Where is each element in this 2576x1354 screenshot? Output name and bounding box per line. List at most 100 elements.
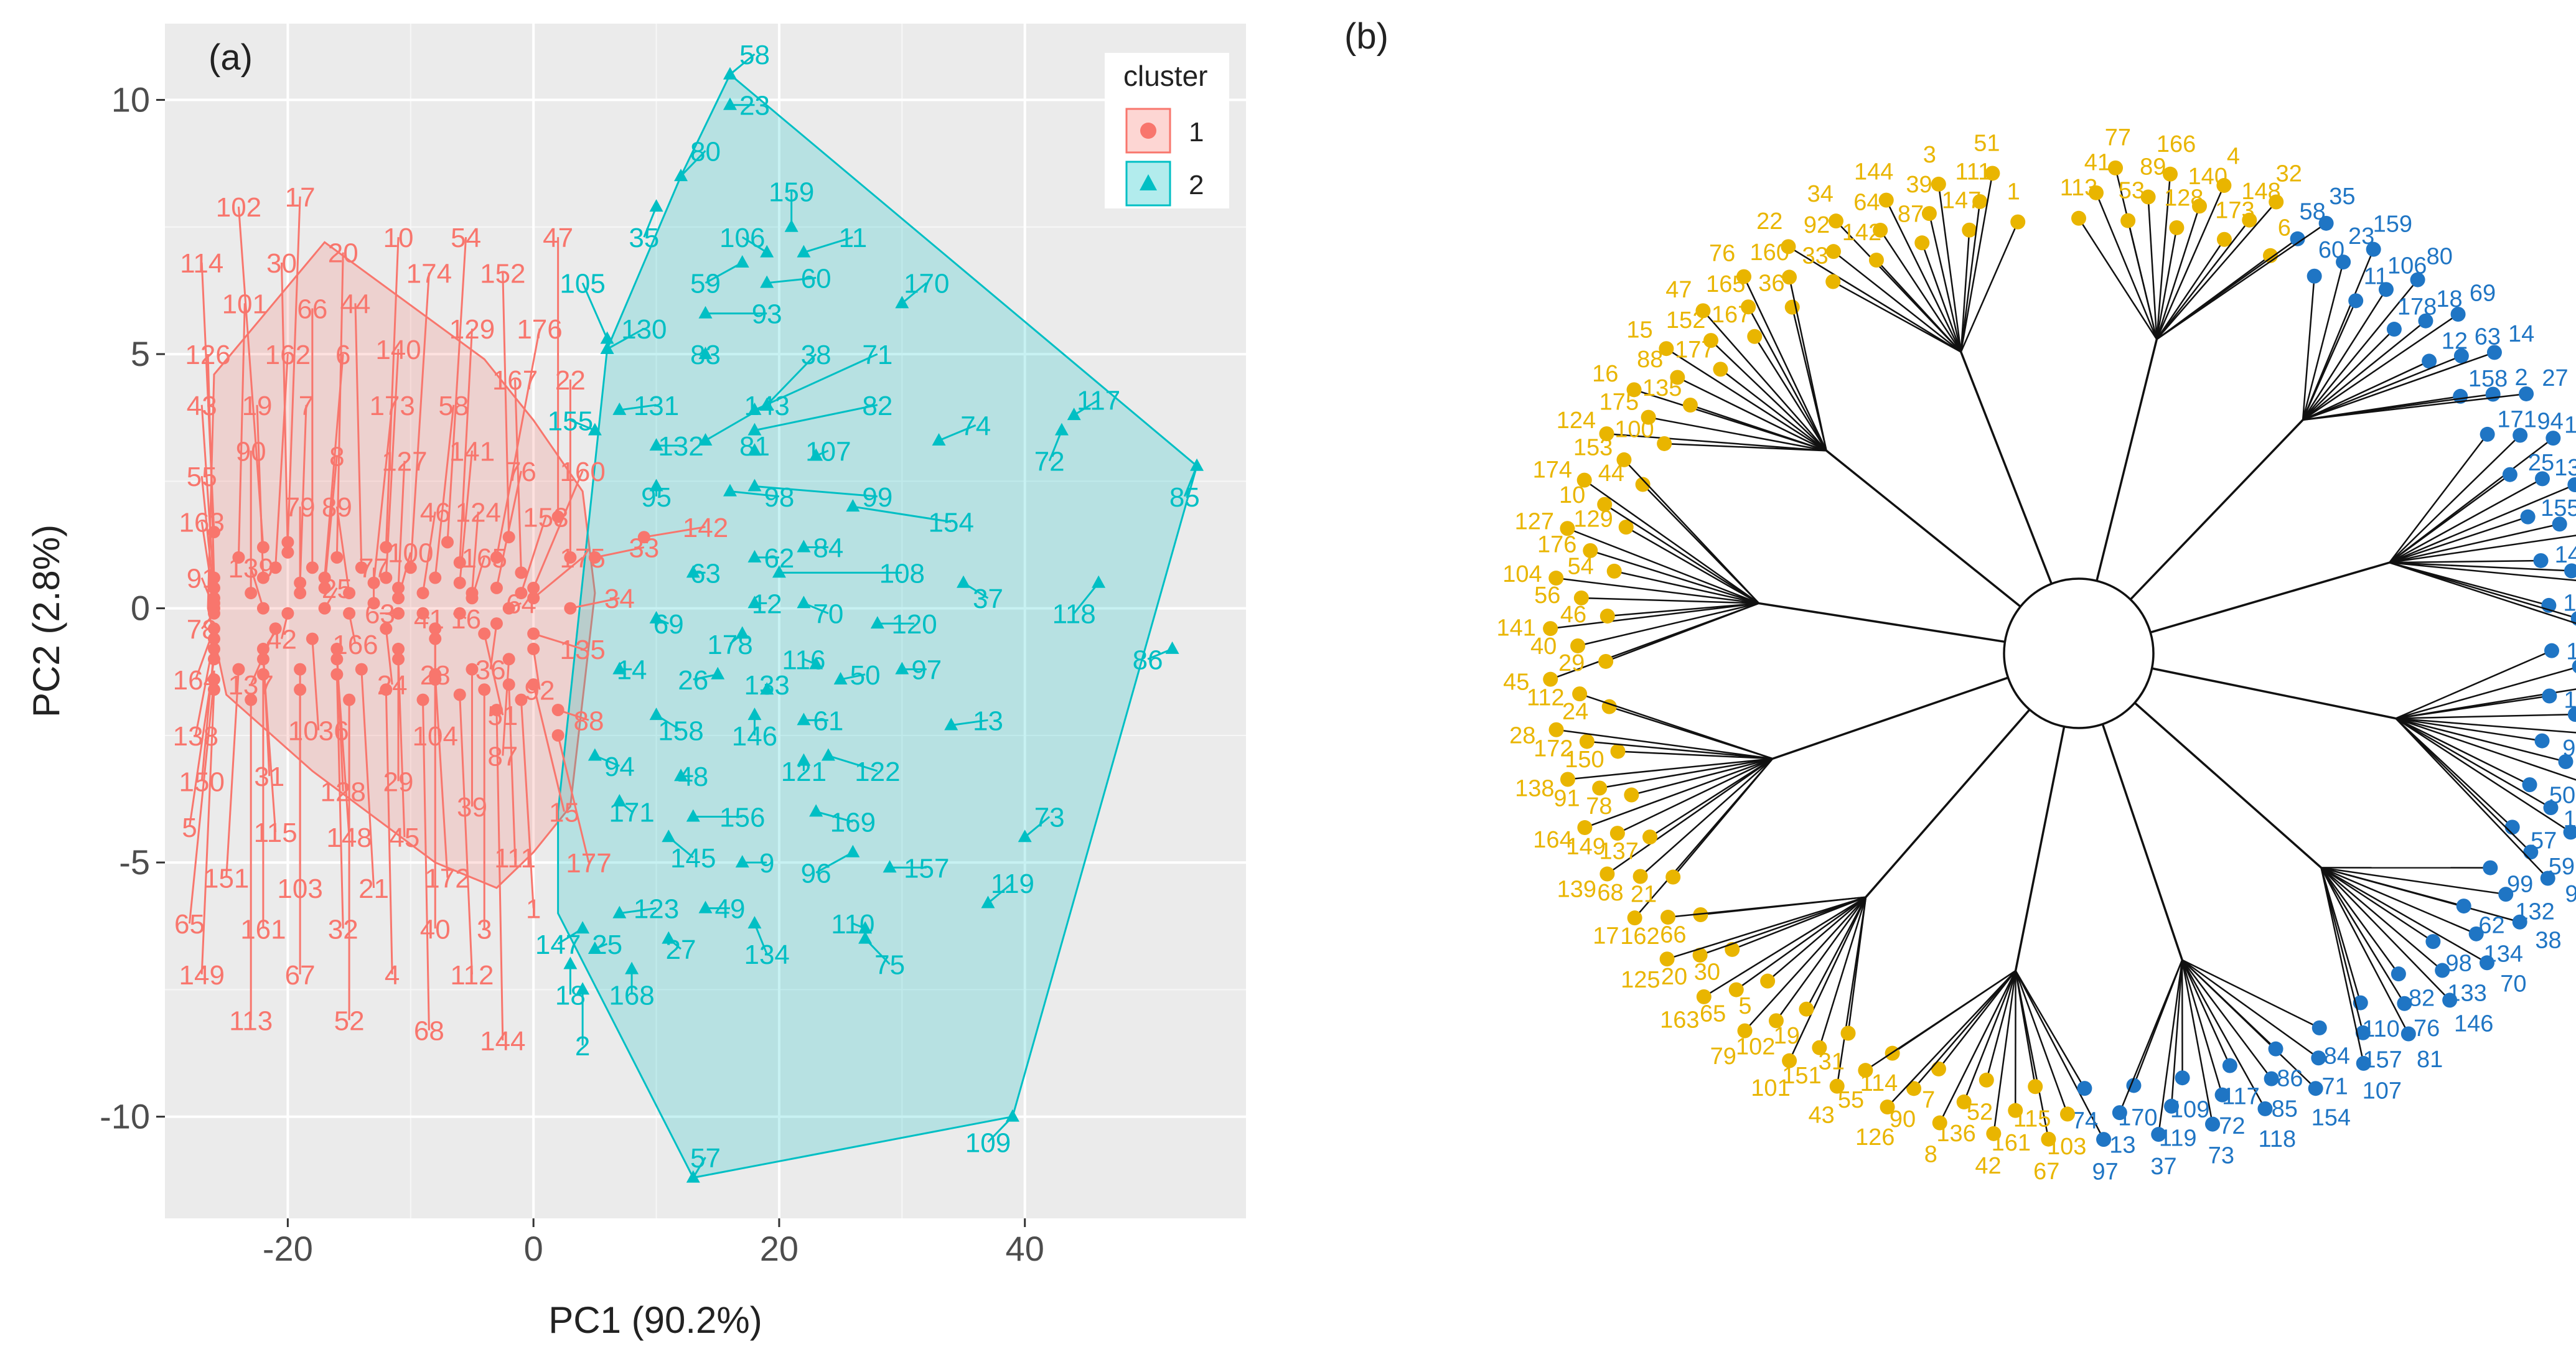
point-marker	[1067, 408, 1081, 421]
point-marker	[380, 622, 393, 635]
leaf-branch	[1913, 970, 2016, 1090]
leaf-branch	[1617, 758, 1773, 834]
point-marker	[846, 499, 860, 512]
point-label: 169	[830, 808, 876, 838]
leaf-branch	[1665, 348, 1827, 452]
point-label: 87	[487, 742, 518, 772]
point-marker	[330, 551, 344, 564]
point-marker	[207, 526, 220, 539]
leaf-branch	[1806, 897, 1867, 1010]
leaf-node	[1880, 1100, 1895, 1115]
point-label: 161	[240, 914, 286, 945]
leaf-branch	[1590, 549, 1759, 604]
leaf-node	[2422, 353, 2437, 369]
leaf-label: 112	[1527, 685, 1565, 711]
point-marker	[380, 571, 393, 584]
point-marker	[207, 653, 220, 666]
point-label: 98	[764, 482, 794, 513]
point-marker	[821, 748, 835, 761]
point-marker	[698, 900, 713, 913]
leaf-node	[1782, 269, 1797, 285]
leaf-node	[2311, 1020, 2327, 1035]
leaf-branch	[2320, 867, 2405, 1004]
leaf-node	[2534, 471, 2550, 487]
point-marker	[883, 860, 897, 873]
leaf-node	[2479, 955, 2494, 971]
point-label: 159	[769, 177, 814, 208]
leaf-label: 102	[1736, 1034, 1775, 1060]
label-spoke	[754, 923, 768, 955]
point-label: 153	[523, 503, 568, 533]
leaf-branch	[2181, 959, 2272, 1080]
leaf-branch	[1744, 896, 1866, 1032]
point-label: 18	[555, 981, 586, 1011]
branch	[2150, 561, 2390, 634]
point-marker	[404, 561, 417, 574]
leaf-label: 35	[2329, 184, 2355, 210]
point-marker	[674, 768, 688, 782]
point-label: 106	[719, 223, 765, 253]
leaf-node	[2378, 282, 2394, 297]
point-marker	[256, 541, 269, 554]
leaf-node	[1914, 235, 1930, 251]
label-spoke	[385, 689, 393, 974]
leaf-label: 101	[1751, 1075, 1790, 1101]
leaf-node	[1583, 543, 1598, 558]
leaf-label: 51	[1974, 131, 2000, 157]
point-marker	[797, 753, 811, 766]
point-marker	[527, 627, 540, 640]
point-marker	[330, 642, 344, 655]
leaf-label: 5	[1738, 993, 1751, 1019]
label-spoke	[200, 404, 215, 588]
leaf-label: 71	[2322, 1074, 2348, 1100]
leaf-node	[2010, 214, 2026, 230]
label-spoke	[570, 597, 620, 610]
point-marker	[698, 306, 713, 319]
leaf-node	[1657, 436, 1672, 451]
leaf-label: 40	[1530, 633, 1557, 660]
leaf-node	[1570, 638, 1586, 653]
leaf-label: 92	[1804, 212, 1830, 238]
x-tick-label: 0	[524, 1229, 543, 1268]
leaf-node	[1696, 989, 1712, 1004]
point-label: 84	[813, 533, 843, 564]
point-marker	[207, 571, 220, 584]
point-label: 102	[216, 192, 261, 223]
leaf-branch	[1832, 281, 1962, 353]
point-marker	[207, 673, 220, 686]
leaf-branch	[2389, 561, 2576, 619]
leaf-node	[2120, 213, 2136, 228]
point-label: 63	[690, 558, 721, 589]
leaf-branch	[1618, 750, 1773, 760]
x-tick-label: 20	[760, 1229, 799, 1268]
point-marker	[306, 561, 319, 574]
leaf-branch	[2119, 959, 2183, 1113]
leaf-node	[1632, 869, 1648, 884]
point-marker	[686, 565, 700, 578]
leaf-node	[2397, 996, 2412, 1011]
leaf-branch	[1963, 970, 2016, 1103]
point-label: 114	[180, 248, 223, 279]
label-spoke	[754, 353, 878, 411]
leaf-branch	[1605, 602, 1759, 663]
leaf-branch	[2389, 523, 2560, 564]
plot-background	[165, 24, 1246, 1218]
label-spoke	[495, 470, 522, 589]
label-spoke	[520, 516, 547, 594]
point-label: 128	[320, 777, 365, 808]
leaf-label: 68	[1597, 880, 1623, 906]
point-marker	[588, 423, 602, 436]
point-marker	[625, 961, 639, 974]
legend-marker	[1140, 174, 1157, 190]
point-marker	[429, 673, 442, 686]
leaf-branch	[2181, 959, 2231, 1067]
leaf-node	[2175, 1070, 2190, 1086]
leaf-node	[1713, 362, 1728, 377]
point-label: 105	[560, 269, 605, 299]
leaf-branch	[2395, 717, 2576, 781]
point-label: 141	[449, 436, 495, 467]
point-label: 33	[629, 533, 659, 564]
point-marker	[747, 707, 762, 721]
leaf-branch	[1819, 897, 1867, 1048]
leaf-node	[2567, 477, 2576, 493]
